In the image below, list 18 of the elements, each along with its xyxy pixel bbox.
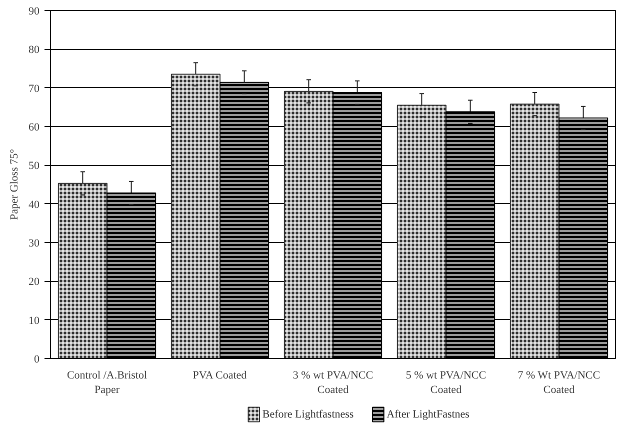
x-tick-label: PVA Coated <box>192 370 248 382</box>
y-tick-label: 0 <box>34 354 40 366</box>
y-axis-title: Paper Gloss 75° <box>8 148 20 220</box>
y-tick-label: 70 <box>28 82 40 95</box>
x-tick-label: 7 % Wt PVA/NCC Coated <box>518 370 600 396</box>
y-tick-label: 60 <box>28 122 40 134</box>
y-tick-label: 40 <box>28 198 40 211</box>
legend-label: After LightFastnes <box>386 408 470 420</box>
y-tick-label: 20 <box>28 276 40 288</box>
x-tick-label: 3 % wt PVA/NCC Coated <box>292 370 374 396</box>
y-tick-label: 80 <box>28 44 40 56</box>
y-tick-label: 90 <box>28 6 40 18</box>
y-tick-label: 30 <box>28 238 40 250</box>
x-tick-label: 5 % wt PVA/NCC Coated <box>406 370 486 396</box>
y-tick-label: 50 <box>28 160 40 172</box>
x-tick-label: Control /A.Bristol Paper <box>66 370 148 396</box>
legend-label: Before Lightfastness <box>262 408 354 420</box>
y-tick-label: 10 <box>28 314 40 327</box>
